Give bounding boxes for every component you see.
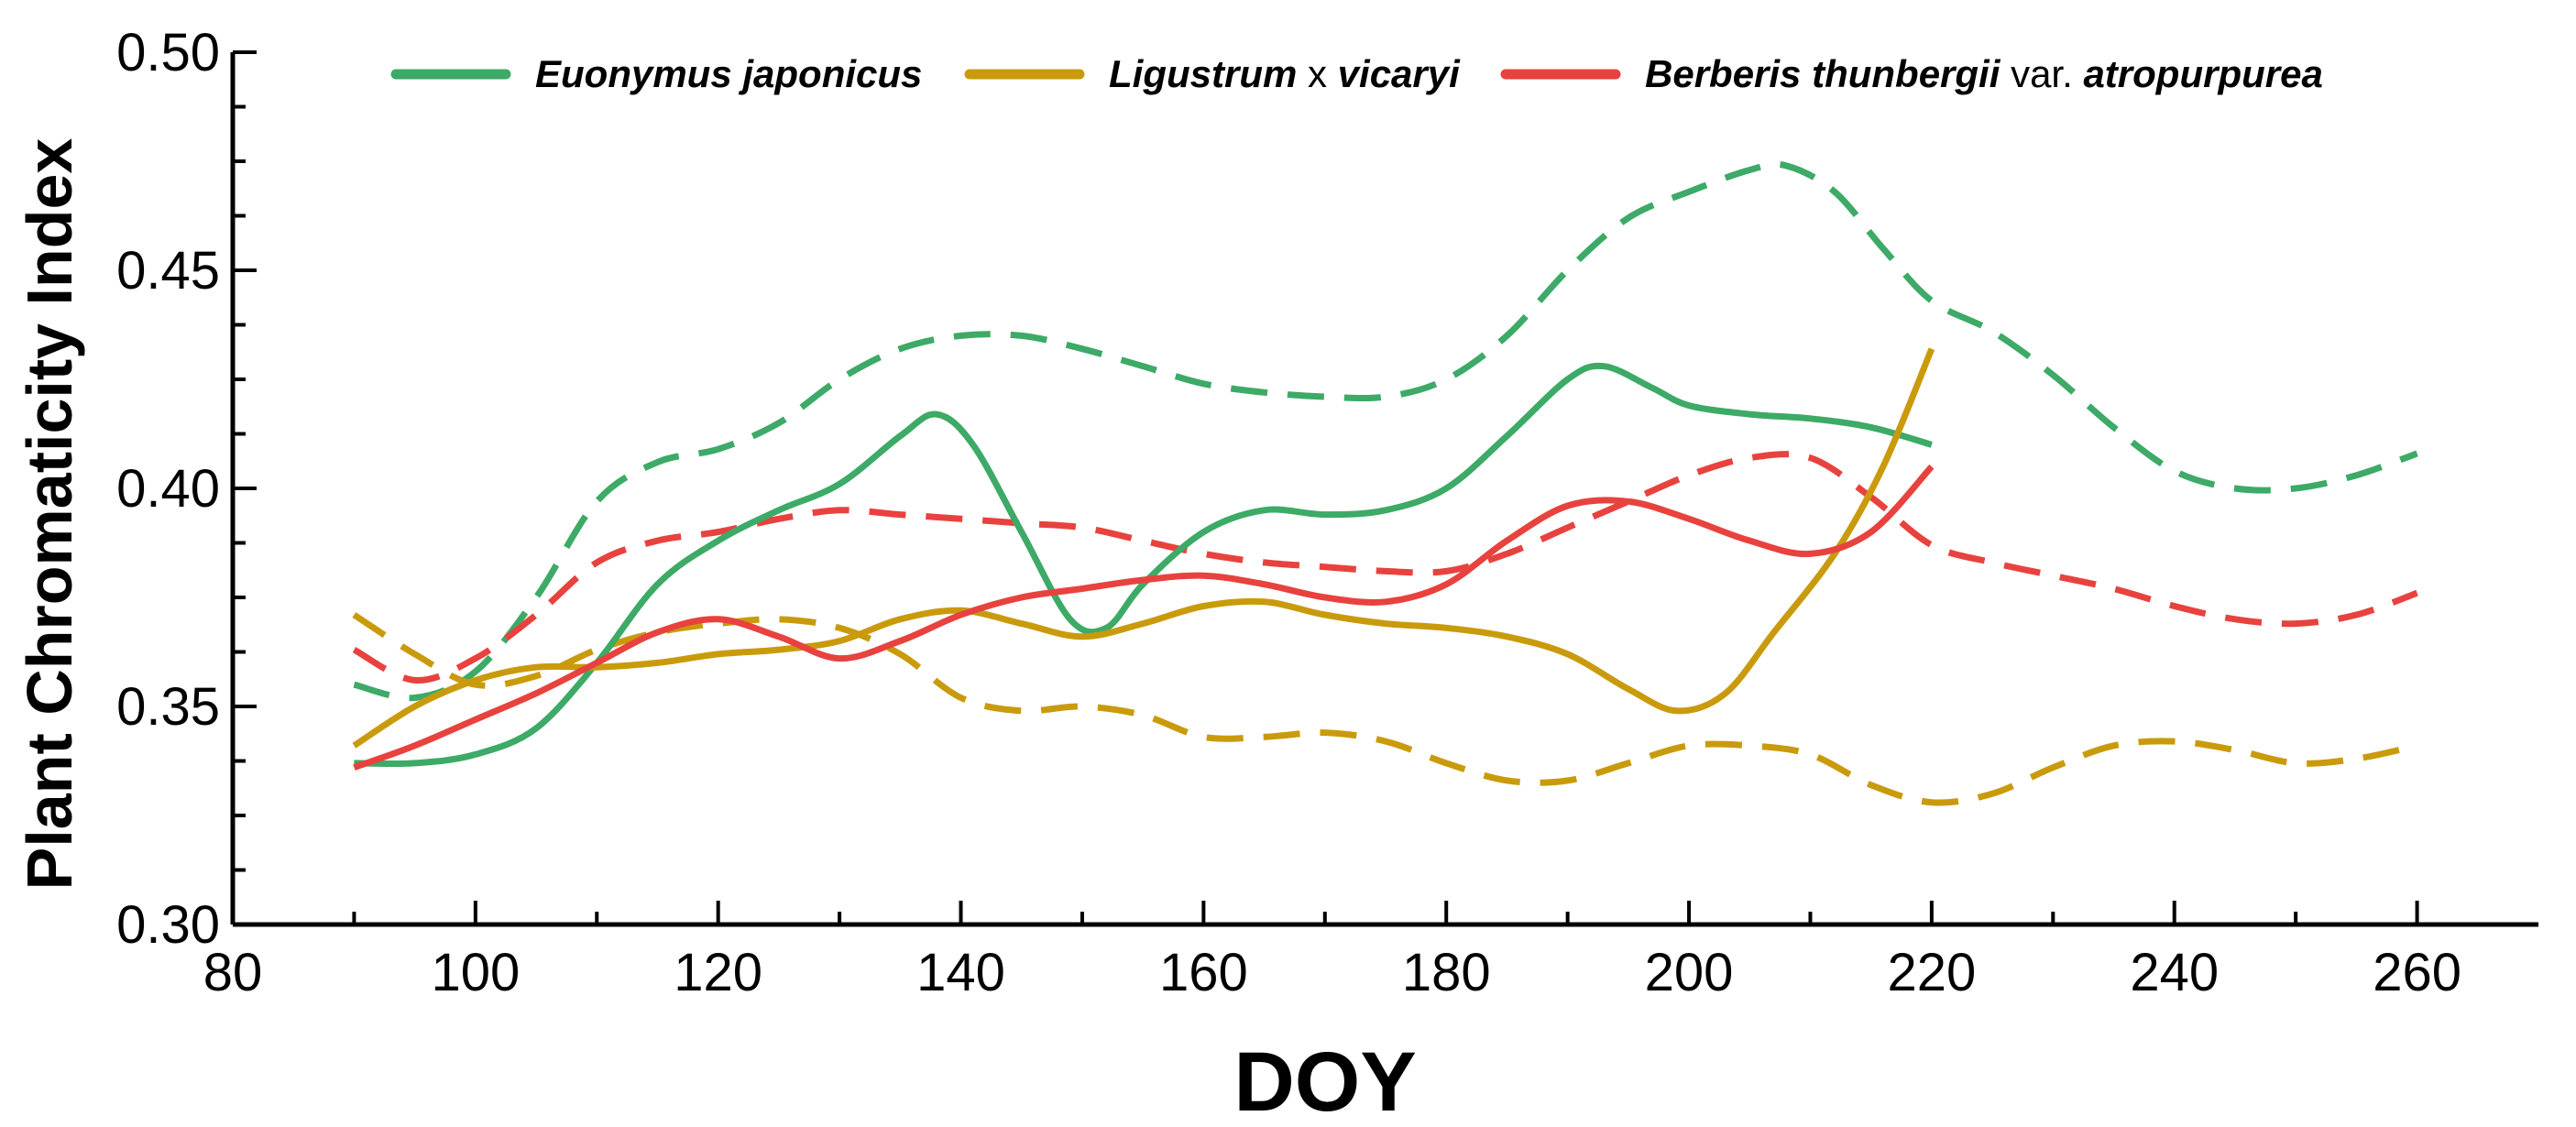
x-tick-label: 260 <box>2373 943 2461 1002</box>
axes-layer <box>230 52 2538 927</box>
series-line-solid <box>353 464 1935 771</box>
x-tick-label: 140 <box>916 943 1005 1002</box>
x-tick-label: 200 <box>1645 943 1734 1002</box>
series-line-solid <box>352 347 1935 749</box>
series-line-dashed <box>352 451 2418 684</box>
legend-label: Ligustrum x vicaryi <box>1109 52 1461 95</box>
x-tick-label: 120 <box>674 943 762 1002</box>
x-tick-label: 80 <box>203 943 263 1002</box>
legend-label: Berberis thunbergii var. atropurpurea <box>1645 52 2323 95</box>
series-line-dashed <box>352 612 2418 806</box>
y-tick-label: 0.50 <box>116 23 220 82</box>
y-axis-title: Plant Chromaticity Index <box>14 138 85 891</box>
y-tick-label: 0.35 <box>116 677 220 737</box>
y-tick-label: 0.40 <box>116 459 220 519</box>
series-line-solid <box>354 362 1933 768</box>
x-tick-label: 220 <box>1888 943 1977 1002</box>
x-tick-label: 180 <box>1402 943 1491 1002</box>
y-tick-label: 0.45 <box>116 241 220 301</box>
x-tick-label: 160 <box>1159 943 1248 1002</box>
y-tick-label: 0.30 <box>116 895 220 955</box>
x-axis-title: DOY <box>1233 1035 1416 1127</box>
series-line-dashed <box>353 160 2418 702</box>
ticks-layer: 80 100 120 140 160 180 200 220 240 260 0.30 0.35 0.4… <box>116 23 2461 1002</box>
x-tick-label: 100 <box>431 943 520 1002</box>
x-tick-label: 240 <box>2130 943 2219 1002</box>
legend-label: Euonymus japonicus <box>535 52 922 95</box>
series-layer <box>352 160 2418 806</box>
legend: Euonymus japonicus Ligustrum x vicaryi Ber… <box>390 52 2323 95</box>
